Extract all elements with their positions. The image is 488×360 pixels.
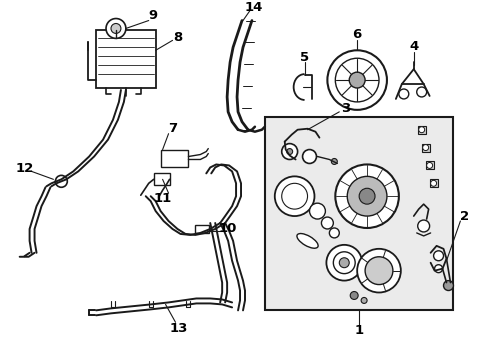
Circle shape	[335, 58, 378, 102]
Text: 10: 10	[219, 222, 237, 235]
Bar	[421, 144, 429, 152]
Circle shape	[346, 176, 386, 216]
Text: 4: 4	[408, 40, 418, 53]
Text: 8: 8	[173, 31, 182, 44]
Text: 6: 6	[352, 28, 361, 41]
Circle shape	[321, 217, 333, 229]
Text: 3: 3	[340, 102, 349, 115]
Circle shape	[349, 292, 357, 300]
Text: 11: 11	[153, 192, 171, 205]
Circle shape	[356, 249, 400, 293]
Bar	[429, 179, 437, 187]
Circle shape	[111, 23, 121, 33]
Bar	[417, 126, 425, 134]
Bar	[160, 149, 188, 167]
Circle shape	[339, 258, 348, 268]
Circle shape	[417, 220, 429, 232]
Circle shape	[106, 18, 125, 39]
Circle shape	[434, 265, 442, 273]
Circle shape	[55, 175, 67, 187]
Circle shape	[365, 257, 392, 284]
Circle shape	[326, 50, 386, 110]
Circle shape	[443, 280, 452, 291]
Bar	[195, 225, 209, 233]
Circle shape	[335, 165, 398, 228]
Circle shape	[281, 183, 307, 209]
Circle shape	[302, 149, 316, 163]
Circle shape	[416, 87, 426, 97]
Bar	[425, 162, 433, 170]
Text: 14: 14	[244, 1, 263, 14]
Circle shape	[286, 149, 292, 154]
Ellipse shape	[296, 234, 318, 248]
Bar	[264, 117, 452, 310]
Circle shape	[331, 158, 337, 165]
Text: 9: 9	[148, 9, 157, 22]
Bar	[153, 174, 169, 185]
Circle shape	[329, 228, 339, 238]
Circle shape	[433, 251, 443, 261]
Text: 13: 13	[169, 322, 187, 335]
Circle shape	[274, 176, 314, 216]
Text: 12: 12	[16, 162, 34, 175]
Text: 2: 2	[459, 210, 468, 222]
Circle shape	[333, 252, 354, 274]
Circle shape	[348, 72, 365, 88]
Circle shape	[426, 162, 432, 168]
Text: 5: 5	[299, 51, 308, 64]
Bar	[96, 31, 155, 88]
Text: 7: 7	[167, 122, 177, 135]
Circle shape	[309, 203, 325, 219]
Circle shape	[418, 127, 424, 133]
Text: 1: 1	[354, 324, 363, 337]
Circle shape	[358, 188, 374, 204]
Circle shape	[398, 89, 408, 99]
Circle shape	[361, 297, 366, 303]
Circle shape	[281, 144, 297, 159]
Circle shape	[325, 245, 362, 280]
Circle shape	[422, 145, 428, 150]
Circle shape	[430, 180, 436, 186]
